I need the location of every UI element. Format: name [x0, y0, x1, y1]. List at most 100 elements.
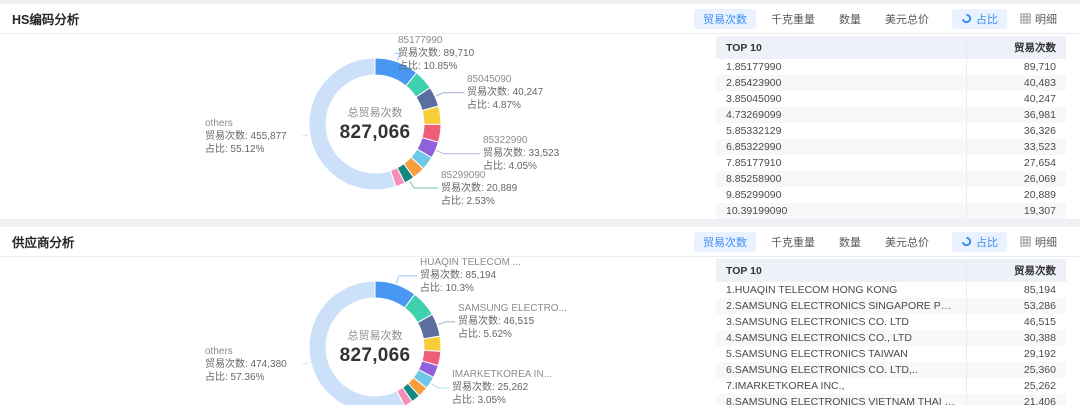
table-cell-name: 2.SAMSUNG ELECTRONICS SINGAPORE PTE. LTD — [716, 298, 966, 314]
callout-percent: 占比: 5.62% — [458, 329, 512, 341]
metric-button[interactable]: 贸易次数 — [694, 8, 756, 29]
callout-count: 贸易次数: 40,247 — [467, 87, 544, 99]
table-row[interactable]: 1.85177990 89,710 — [716, 59, 1066, 75]
callout-leader-line — [300, 134, 309, 137]
callout-percent: 占比: 10.85% — [398, 60, 458, 72]
table-row[interactable]: 6.SAMSUNG ELECTRONICS CO. LTD,.. 25,360 — [716, 362, 1066, 378]
callout-name: 85045090 — [467, 74, 512, 86]
donut-segment[interactable] — [308, 57, 397, 191]
metric-button[interactable]: 千克重量 — [771, 13, 815, 26]
panel-header: 供应商分析 贸易次数 千克重量 数量 美元总价 占比 明细 — [0, 227, 1080, 257]
metric-button[interactable]: 数量 — [839, 236, 861, 249]
table-cell-name: 4.73269099 — [716, 107, 966, 123]
metric-button[interactable]: 贸易次数 — [694, 231, 756, 252]
table-cell-name: 4.SAMSUNG ELECTRONICS CO., LTD — [716, 330, 966, 346]
view-button[interactable]: 占比 — [952, 8, 1007, 29]
table-body: 1.85177990 89,710 2.85423900 40,483 3.850450… — [716, 59, 1066, 219]
callout-count: 贸易次数: 46,515 — [458, 316, 535, 328]
callout-count: 贸易次数: 89,710 — [398, 47, 475, 59]
table-cell-value: 19,307 — [965, 203, 1066, 219]
callout-name: others — [205, 117, 233, 129]
callout-name: SAMSUNG ELECTRO... — [458, 303, 567, 315]
table-row[interactable]: 5.85332129 36,326 — [716, 123, 1066, 139]
donut-callout: others 贸易次数: 455,877 占比: 55.12% — [205, 117, 287, 156]
callout-count: 贸易次数: 20,889 — [441, 182, 518, 194]
callout-leader-line — [409, 180, 438, 189]
callout-leader-line — [430, 383, 449, 389]
table-cell-value: 85,194 — [965, 282, 1066, 298]
table-row[interactable]: 4.SAMSUNG ELECTRONICS CO., LTD 30,388 — [716, 330, 1066, 346]
table-row[interactable]: 8.SAMSUNG ELECTRONICS VIETNAM THAI NG 21,… — [716, 394, 1066, 405]
table-header-top10: TOP 10 — [716, 259, 966, 282]
callout-name: 85177990 — [398, 34, 443, 46]
table-header-row: TOP 10 贸易次数 — [716, 36, 1066, 59]
table-cell-name: 8.SAMSUNG ELECTRONICS VIETNAM THAI NG — [716, 394, 966, 405]
donut-svg — [300, 52, 480, 191]
callout-count: 贸易次数: 25,262 — [452, 382, 529, 394]
view-button[interactable]: 明细 — [1011, 232, 1066, 252]
table-row[interactable]: 2.85423900 40,483 — [716, 75, 1066, 91]
table-cell-value: 36,981 — [965, 107, 1066, 123]
table-cell-value: 27,654 — [965, 155, 1066, 171]
callout-percent: 占比: 10.3% — [420, 283, 474, 295]
table-cell-value: 40,247 — [965, 91, 1066, 107]
table-row[interactable]: 7.85177910 27,654 — [716, 155, 1066, 171]
donut-center-label: 总贸易次数 827,066 — [340, 104, 411, 144]
table-row[interactable]: 3.85045090 40,247 — [716, 91, 1066, 107]
donut-callout: 85177990 贸易次数: 89,710 占比: 10.85% — [398, 34, 474, 73]
table-header-top10: TOP 10 — [716, 36, 966, 59]
table-cell-name: 6.85322990 — [716, 139, 966, 155]
table-cell-value: 26,069 — [965, 171, 1066, 187]
callout-leader-line — [437, 321, 455, 325]
donut-chart[interactable]: 总贸易次数 827,066 85177990 贸易次数: 89,710 占比: 10… — [0, 34, 716, 207]
callout-leader-line — [301, 361, 310, 365]
table-cell-name: 1.85177990 — [726, 61, 782, 73]
table-row[interactable]: 3.SAMSUNG ELECTRONICS CO. LTD 46,515 — [716, 314, 1066, 330]
table-row[interactable]: 5.SAMSUNG ELECTRONICS TAIWAN 29,192 — [716, 346, 1066, 362]
callout-count: 贸易次数: 33,523 — [483, 148, 560, 160]
table-row[interactable]: 4.73269099 36,981 — [716, 107, 1066, 123]
table-cell-value: 53,286 — [965, 298, 1066, 314]
table-header-metric: 贸易次数 — [965, 36, 1066, 59]
table-cell-name: 5.SAMSUNG ELECTRONICS TAIWAN — [726, 348, 908, 360]
metric-button[interactable]: 美元总价 — [885, 13, 929, 26]
table-cell-value: 29,192 — [965, 346, 1066, 362]
panel-title: HS编码分析 — [12, 13, 80, 27]
donut-callout: HUAQIN TELECOM ... 贸易次数: 85,194 占比: 10.3% — [420, 256, 521, 295]
panel-body: 总贸易次数 827,066 HUAQIN TELECOM ... 贸易次数: 85… — [0, 257, 1080, 405]
donut-center-value: 827,066 — [339, 122, 411, 143]
donut-chart[interactable]: 总贸易次数 827,066 HUAQIN TELECOM ... 贸易次数: 85… — [0, 257, 716, 405]
table-row[interactable]: 10.39199090 19,307 — [716, 203, 1066, 219]
table-row[interactable]: 2.SAMSUNG ELECTRONICS SINGAPORE PTE. LTD… — [716, 298, 1066, 314]
callout-leader-line — [435, 92, 464, 97]
donut-segment[interactable] — [308, 280, 405, 405]
top10-table: TOP 10 贸易次数 1.HUAQIN TELECOM HONG KONG 85… — [716, 259, 1066, 405]
callout-count: 贸易次数: 455,877 — [205, 130, 287, 142]
table-row[interactable]: 9.85299090 20,889 — [716, 187, 1066, 203]
table-cell-value: 36,326 — [965, 123, 1066, 139]
view-button-label: 占比 — [976, 13, 998, 26]
panel-toolbar: 贸易次数 千克重量 数量 美元总价 占比 明细 — [694, 231, 1066, 252]
table-row[interactable]: 8.85258900 26,069 — [716, 171, 1066, 187]
donut-icon — [961, 236, 972, 247]
table-row[interactable]: 6.85322990 33,523 — [716, 139, 1066, 155]
view-button[interactable]: 占比 — [952, 231, 1007, 252]
donut-segment[interactable] — [422, 335, 442, 352]
view-button-label: 明细 — [1035, 236, 1057, 249]
table-icon — [1020, 236, 1031, 247]
donut-center-title: 总贸易次数 — [347, 107, 403, 119]
metric-button[interactable]: 数量 — [839, 13, 861, 26]
table-cell-value: 30,388 — [965, 330, 1066, 346]
table-cell-name: 5.85332129 — [726, 125, 782, 137]
table-row[interactable]: 1.HUAQIN TELECOM HONG KONG 85,194 — [716, 282, 1066, 298]
metric-button[interactable]: 美元总价 — [885, 236, 929, 249]
donut-callout: IMARKETKOREA IN... 贸易次数: 25,262 占比: 3.05% — [452, 368, 552, 405]
table-cell-name: 8.85258900 — [716, 171, 966, 187]
view-button[interactable]: 明细 — [1011, 9, 1066, 29]
callout-leader-line — [395, 275, 417, 284]
metric-button[interactable]: 千克重量 — [771, 236, 815, 249]
table-row[interactable]: 7.IMARKETKOREA INC., 25,262 — [716, 378, 1066, 394]
table-header-metric: 贸易次数 — [965, 259, 1066, 282]
callout-leader-line — [436, 150, 480, 155]
